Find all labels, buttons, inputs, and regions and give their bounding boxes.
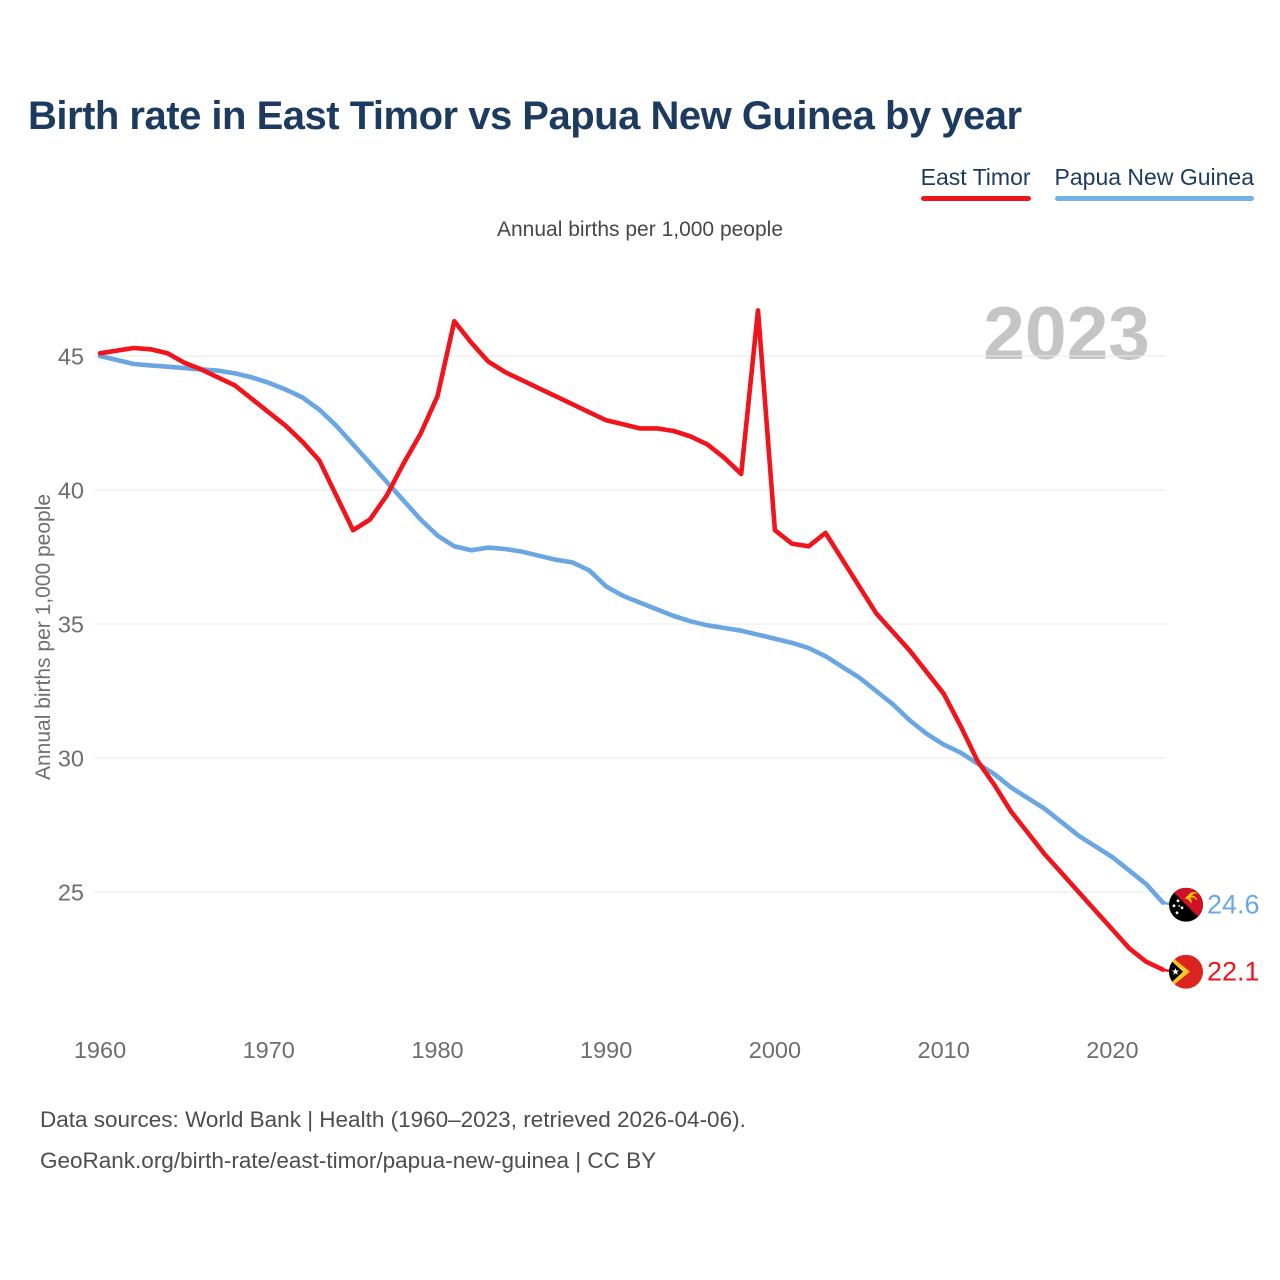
- legend: East Timor Papua New Guinea: [920, 164, 1254, 201]
- legend-label-papua-new-guinea: Papua New Guinea: [1054, 164, 1254, 190]
- y-tick-30: 30: [58, 746, 84, 772]
- end-value-east-timor: 22.1: [1207, 957, 1260, 987]
- y-tick-45: 45: [58, 344, 84, 370]
- y-tick-40: 40: [58, 478, 84, 504]
- x-tick-2010: 2010: [918, 1037, 970, 1063]
- x-tick-labels: 1960 1970 1980 1990 2000 2010 2020: [74, 1037, 1139, 1063]
- legend-label-east-timor: East Timor: [920, 164, 1031, 190]
- end-value-papua-new-guinea: 24.6: [1207, 890, 1260, 920]
- y-tick-35: 35: [58, 612, 84, 638]
- legend-item-papua-new-guinea[interactable]: Papua New Guinea: [1054, 164, 1254, 201]
- x-tick-2000: 2000: [749, 1037, 801, 1063]
- x-tick-1960: 1960: [74, 1037, 126, 1063]
- chart-subtitle: Annual births per 1,000 people: [496, 218, 784, 241]
- end-markers: 22.1 24.6: [1162, 888, 1260, 989]
- legend-item-east-timor[interactable]: East Timor: [920, 164, 1031, 201]
- series-lines: [97, 308, 1166, 973]
- legend-swatch-papua-new-guinea: [1054, 196, 1254, 201]
- east-timor-flag-icon: [1169, 955, 1203, 989]
- x-tick-1980: 1980: [411, 1037, 463, 1063]
- year-watermark: 2023: [983, 291, 1150, 375]
- series-line-papua-new-guinea: [97, 353, 1166, 906]
- gridlines: [94, 355, 1166, 893]
- y-tick-labels: 25 30 35 40 45: [58, 344, 84, 906]
- y-tick-25: 25: [58, 880, 84, 906]
- legend-swatch-east-timor: [920, 196, 1031, 201]
- page-title: Birth rate in East Timor vs Papua New Gu…: [28, 94, 1022, 138]
- papua-new-guinea-flag-icon: [1169, 888, 1203, 922]
- footer-data-sources: Data sources: World Bank | Health (1960–…: [40, 1107, 746, 1132]
- x-tick-1990: 1990: [580, 1037, 632, 1063]
- x-tick-2020: 2020: [1086, 1037, 1138, 1063]
- footer-attribution: GeoRank.org/birth-rate/east-timor/papua-…: [40, 1148, 657, 1173]
- x-tick-1970: 1970: [243, 1037, 295, 1063]
- series-line-east-timor: [97, 308, 1166, 973]
